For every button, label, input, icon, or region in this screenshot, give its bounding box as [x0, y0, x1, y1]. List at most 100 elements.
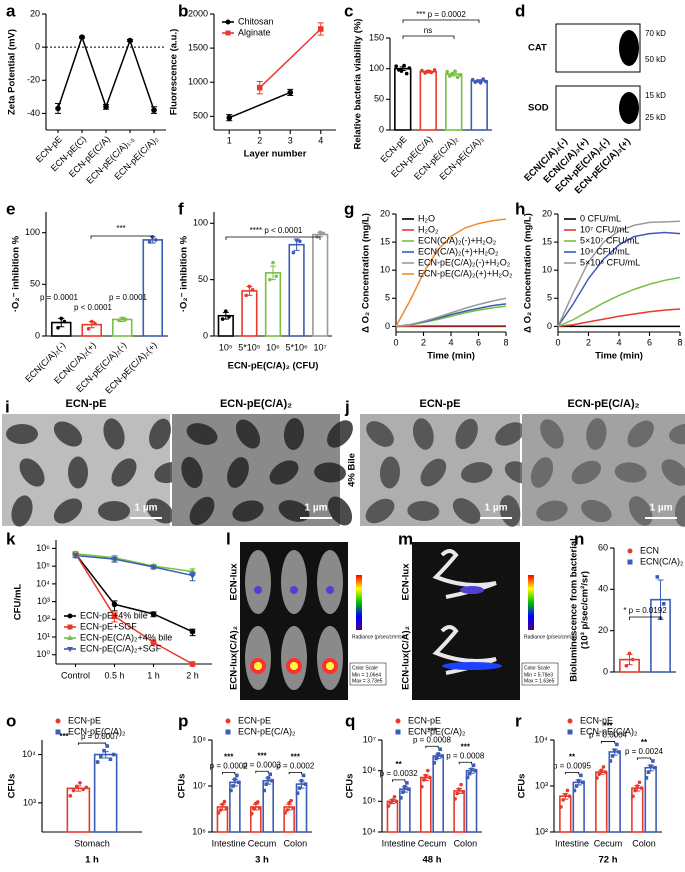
data-point	[224, 309, 228, 314]
data-point	[59, 316, 64, 321]
data-point	[478, 80, 483, 85]
data-point	[252, 806, 256, 811]
data-point	[465, 775, 470, 780]
data-point	[55, 105, 61, 112]
x-tick-label: Intestine	[555, 838, 589, 848]
y-tick-label: 5	[385, 293, 390, 303]
panel-letter: b	[178, 1, 188, 20]
data-point	[189, 573, 196, 580]
data-point	[271, 260, 275, 265]
scale-min: Min = 1.06e4	[352, 672, 381, 678]
data-point	[244, 293, 248, 298]
x-tick-label: Stomach	[74, 838, 110, 848]
data-point	[150, 564, 157, 571]
size-marker: 25 kD	[645, 113, 666, 122]
signal-core	[254, 662, 262, 670]
bar	[264, 272, 282, 337]
data-point	[631, 794, 635, 799]
protein-label: SOD	[528, 103, 549, 114]
legend-marker	[395, 729, 401, 735]
bacterium	[674, 495, 685, 527]
bacterium	[327, 496, 353, 526]
legend-label: H₂O₂	[418, 224, 439, 234]
p-value: p = 0.0002	[276, 762, 315, 771]
mouse	[245, 550, 271, 614]
legend-marker	[567, 729, 573, 735]
x-axis-label: Layer number	[244, 149, 307, 160]
data-point	[420, 68, 424, 73]
signal	[326, 586, 334, 594]
colorbar-title: Radiance (p/sec/cm²/sr)	[524, 634, 577, 640]
bar	[288, 243, 305, 337]
data-point	[256, 84, 263, 91]
scale-max: Max = 1.63e5	[524, 678, 555, 684]
legend-label: ECN-pE	[68, 715, 101, 725]
legend-label: 10⁸ CFU/mL	[580, 246, 630, 256]
legend-label: Chitosan	[238, 16, 274, 26]
row-label: ECN-lux	[401, 563, 412, 601]
y-tick-label: 10⁸	[192, 734, 206, 744]
data-point	[151, 107, 157, 113]
legend-label: ECN(C/A)₂(-)+H₂O₂	[418, 235, 497, 245]
data-point	[274, 274, 279, 279]
data-point	[426, 69, 431, 73]
x-tick-label: 6	[476, 337, 481, 347]
data-point	[321, 231, 326, 236]
panel-letter: k	[6, 529, 16, 548]
bar	[262, 779, 275, 833]
significance-stars: **	[569, 753, 576, 762]
panel-letter: m	[398, 529, 413, 548]
bacterium	[189, 496, 215, 526]
legend-marker	[55, 729, 61, 735]
x-axis-label: ECN-pE(C/A)₂ (CFU)	[228, 361, 319, 372]
data-point	[459, 782, 463, 787]
data-point	[453, 797, 457, 801]
row-label: ECN-lux(C/A)₂	[401, 626, 412, 690]
data-point	[574, 784, 579, 788]
bacterium	[669, 423, 685, 445]
data-point	[627, 651, 632, 656]
bar	[595, 771, 608, 833]
data-point	[407, 66, 412, 70]
series-line	[74, 553, 193, 633]
data-point	[299, 778, 304, 783]
y-tick-label: 10⁴	[36, 578, 50, 588]
x-tick-label: Colon	[284, 838, 308, 848]
bar	[470, 80, 488, 131]
data-point	[579, 773, 583, 778]
panel-letter: g	[344, 199, 354, 218]
x-tick-label: 0	[393, 337, 398, 347]
bar	[445, 73, 463, 131]
colorbar	[356, 575, 362, 630]
bacterium	[269, 460, 299, 485]
data-point	[127, 37, 133, 44]
legend-label: ECN-pE+4% bile	[80, 610, 148, 620]
y-axis-label: CFU/mL	[13, 584, 24, 621]
colorbar	[528, 575, 534, 630]
bar	[250, 806, 262, 833]
bar	[465, 769, 478, 833]
data-point	[111, 601, 118, 608]
y-tick-label: 10³	[535, 780, 548, 790]
y-tick-label: 50	[374, 94, 384, 104]
x-axis-label: 1 h	[85, 855, 99, 866]
data-point	[72, 553, 79, 560]
y-axis-label: ·O₂⁻ inhibition %	[11, 235, 22, 312]
y-tick-label: 20	[30, 8, 40, 18]
bacterium	[111, 458, 137, 487]
bar	[608, 751, 621, 833]
data-point	[297, 786, 302, 790]
data-point	[268, 277, 272, 282]
scale-bar-label: 1 µm	[305, 503, 328, 514]
y-axis-label: Zeta Potential (mV)	[7, 29, 18, 115]
data-point	[450, 71, 455, 76]
y-tick-label: 10⁷	[363, 734, 376, 744]
y-tick-label: 2000	[188, 8, 208, 18]
data-point	[401, 790, 405, 794]
bacterium	[412, 418, 434, 450]
significance-stars: ***	[59, 732, 69, 741]
x-tick-label: 8	[503, 337, 508, 347]
intestine	[432, 549, 497, 599]
data-point	[565, 788, 570, 793]
